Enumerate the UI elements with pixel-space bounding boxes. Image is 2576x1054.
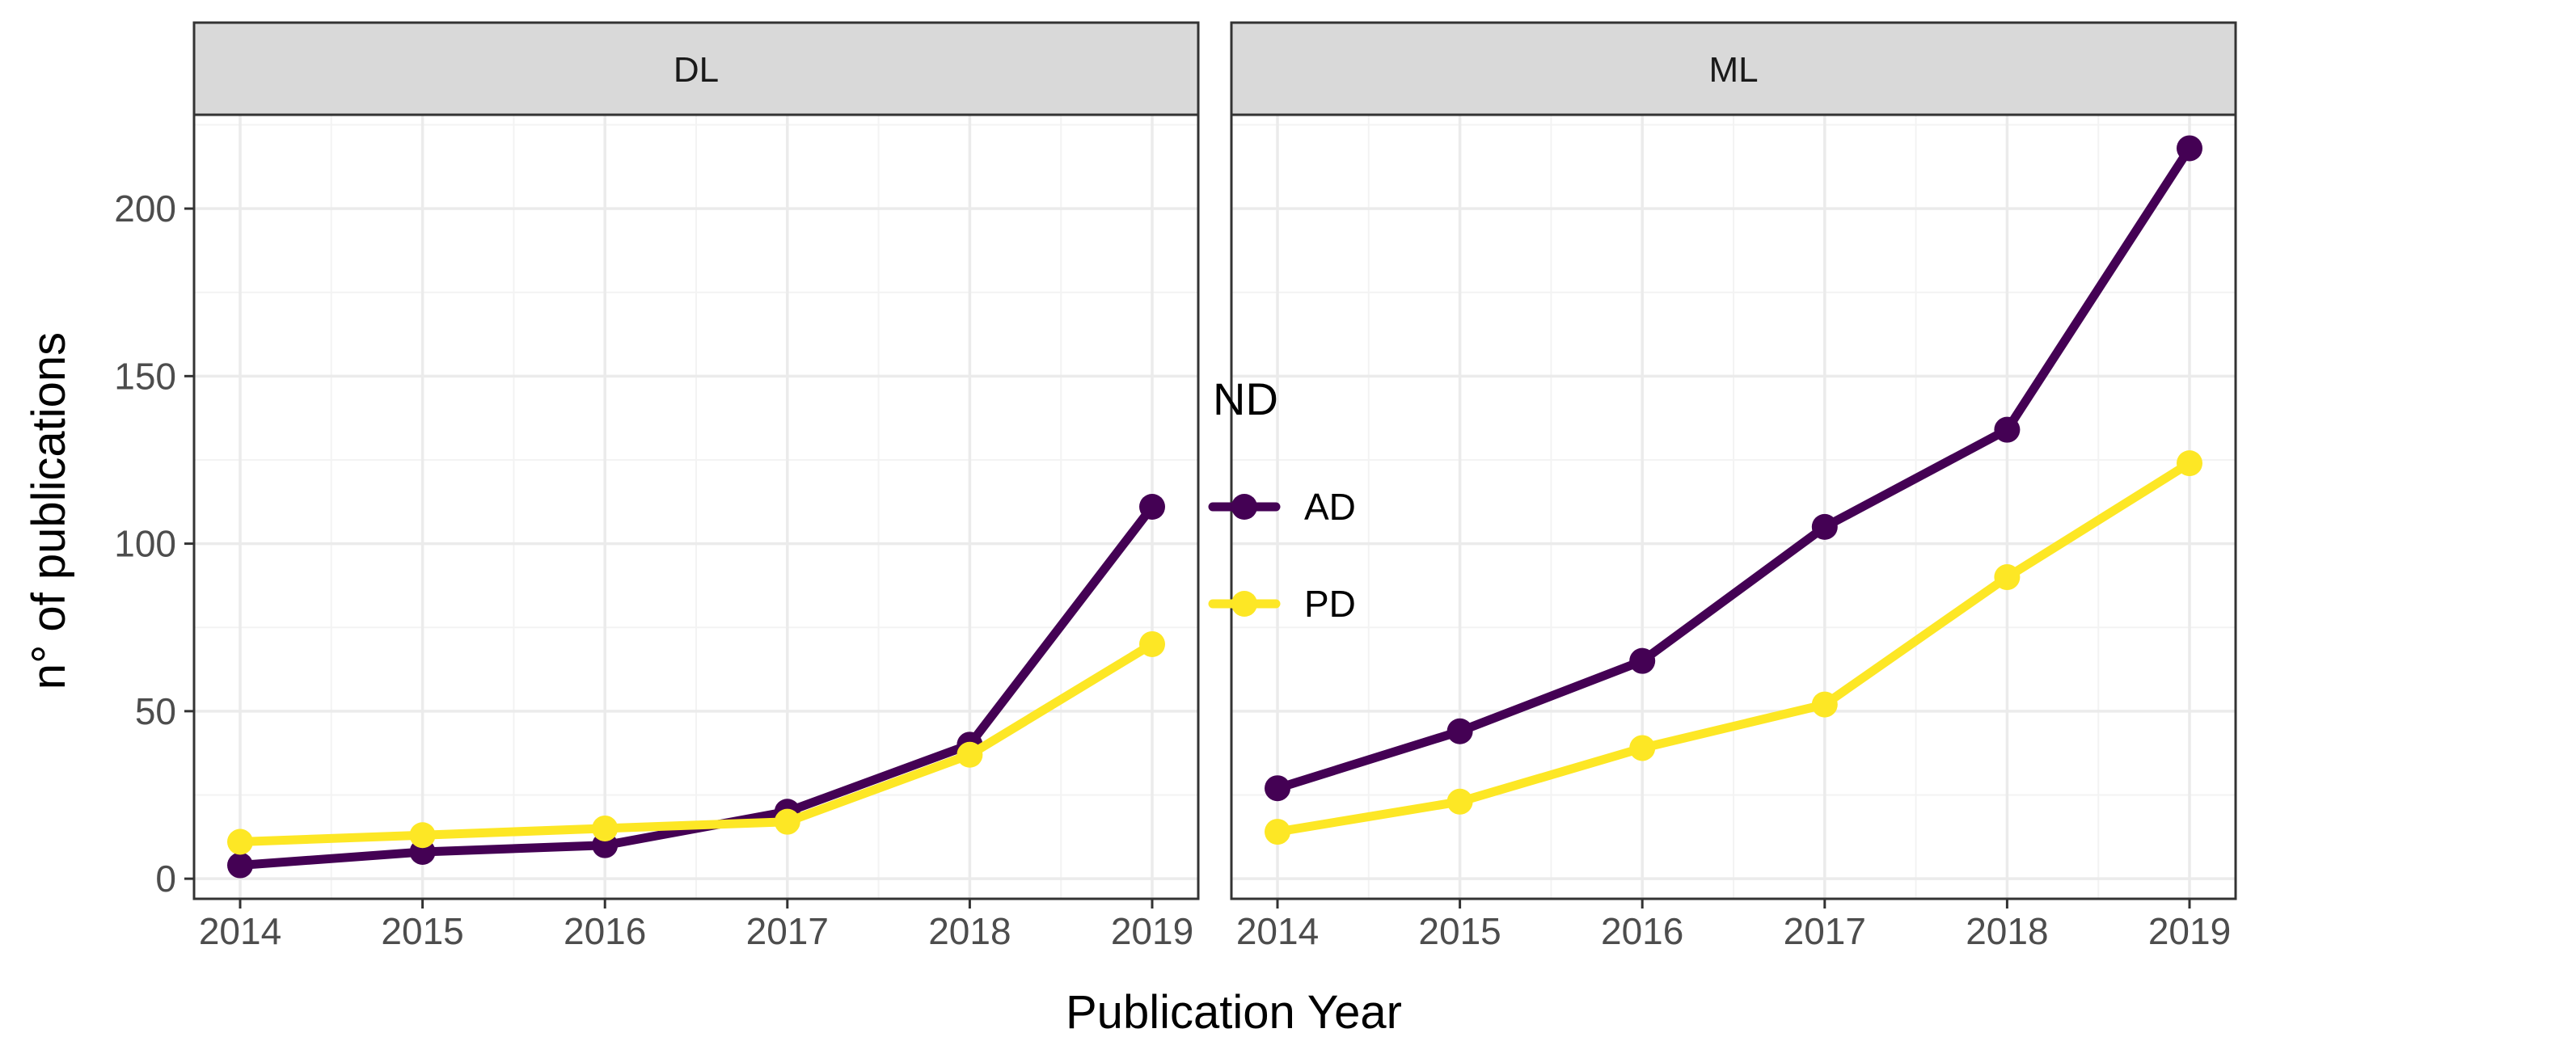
data-point-pd-dl-2016 bbox=[592, 815, 619, 841]
data-point-ad-ml-2016 bbox=[1629, 647, 1656, 674]
data-point-pd-ml-2014 bbox=[1265, 819, 1290, 845]
legend-label-ad: AD bbox=[1304, 486, 1356, 528]
x-tick-label-2017: 2017 bbox=[1784, 910, 1866, 952]
facet-panel-dl: DL 2014 2015 2016 2017 2018 2019 0 50 100 150 200 bbox=[114, 21, 1200, 952]
y-tick-label-200: 200 bbox=[114, 188, 176, 230]
x-tick-label-2019: 2019 bbox=[2148, 910, 2231, 952]
x-axis-title: Publication Year bbox=[1066, 986, 1402, 1039]
legend-label-pd: PD bbox=[1304, 583, 1356, 625]
facet-strip-label-dl: DL bbox=[674, 50, 719, 90]
x-tick-label-2018: 2018 bbox=[1966, 910, 2048, 952]
data-point-pd-ml-2018 bbox=[1994, 564, 2021, 591]
series-line-pd-dl bbox=[235, 639, 1157, 846]
y-tick-label-50: 50 bbox=[135, 690, 176, 732]
y-tick-label-150: 150 bbox=[114, 355, 176, 397]
data-point-ad-ml-2017 bbox=[1811, 513, 1838, 540]
legend-title: ND bbox=[1213, 373, 1278, 424]
legend-key-marker-pd bbox=[1231, 591, 1257, 617]
x-tick-label-2014: 2014 bbox=[1236, 910, 1319, 952]
x-tick-label-2017: 2017 bbox=[746, 910, 829, 952]
x-tick-label-2016: 2016 bbox=[564, 910, 646, 952]
data-point-pd-ml-2017 bbox=[1811, 691, 1838, 718]
series-line-ad-ml bbox=[1273, 144, 2194, 793]
x-tick-label-2015: 2015 bbox=[381, 910, 463, 952]
x-tick-label-2014: 2014 bbox=[199, 910, 281, 952]
y-tick-label-100: 100 bbox=[114, 523, 176, 565]
data-point-ad-ml-2019 bbox=[2177, 135, 2202, 162]
data-point-ad-dl-2019 bbox=[1139, 494, 1165, 520]
facet-strip-label-ml: ML bbox=[1708, 50, 1758, 90]
x-tick-label-2018: 2018 bbox=[928, 910, 1011, 952]
legend: ND AD PD bbox=[1208, 373, 1356, 625]
facet-strip-dl bbox=[192, 21, 1200, 116]
data-point-ad-ml-2018 bbox=[1994, 416, 2021, 443]
data-point-pd-dl-2019 bbox=[1139, 630, 1165, 657]
facet-panels: DL 2014 2015 2016 2017 2018 2019 0 50 100 150 200 ML… bbox=[114, 21, 2237, 952]
facet-panel-ml: ML 2014 2015 2016 2017 2018 2019 bbox=[1230, 21, 2237, 952]
legend-item-pd: PD bbox=[1208, 583, 1356, 625]
x-tick-label-2015: 2015 bbox=[1418, 910, 1501, 952]
data-point-pd-ml-2015 bbox=[1446, 788, 1473, 815]
x-tick-label-2019: 2019 bbox=[1111, 910, 1193, 952]
data-point-pd-ml-2016 bbox=[1629, 735, 1656, 761]
data-point-pd-dl-2014 bbox=[227, 828, 253, 855]
series-line-pd-ml bbox=[1273, 458, 2194, 837]
data-point-pd-ml-2019 bbox=[2177, 450, 2202, 477]
data-point-pd-dl-2015 bbox=[409, 822, 436, 849]
y-axis-title: n° of publications bbox=[23, 332, 75, 689]
legend-key-marker-ad bbox=[1231, 494, 1257, 520]
facet-strip-ml bbox=[1230, 21, 2237, 116]
x-tick-label-2016: 2016 bbox=[1601, 910, 1683, 952]
data-point-ad-ml-2015 bbox=[1446, 718, 1473, 744]
data-point-pd-dl-2018 bbox=[956, 741, 983, 768]
legend-item-ad: AD bbox=[1208, 486, 1356, 528]
data-point-ad-dl-2014 bbox=[227, 852, 253, 879]
y-tick-label-0: 0 bbox=[155, 858, 176, 900]
data-point-pd-dl-2017 bbox=[774, 808, 800, 835]
data-point-ad-ml-2014 bbox=[1265, 775, 1290, 802]
